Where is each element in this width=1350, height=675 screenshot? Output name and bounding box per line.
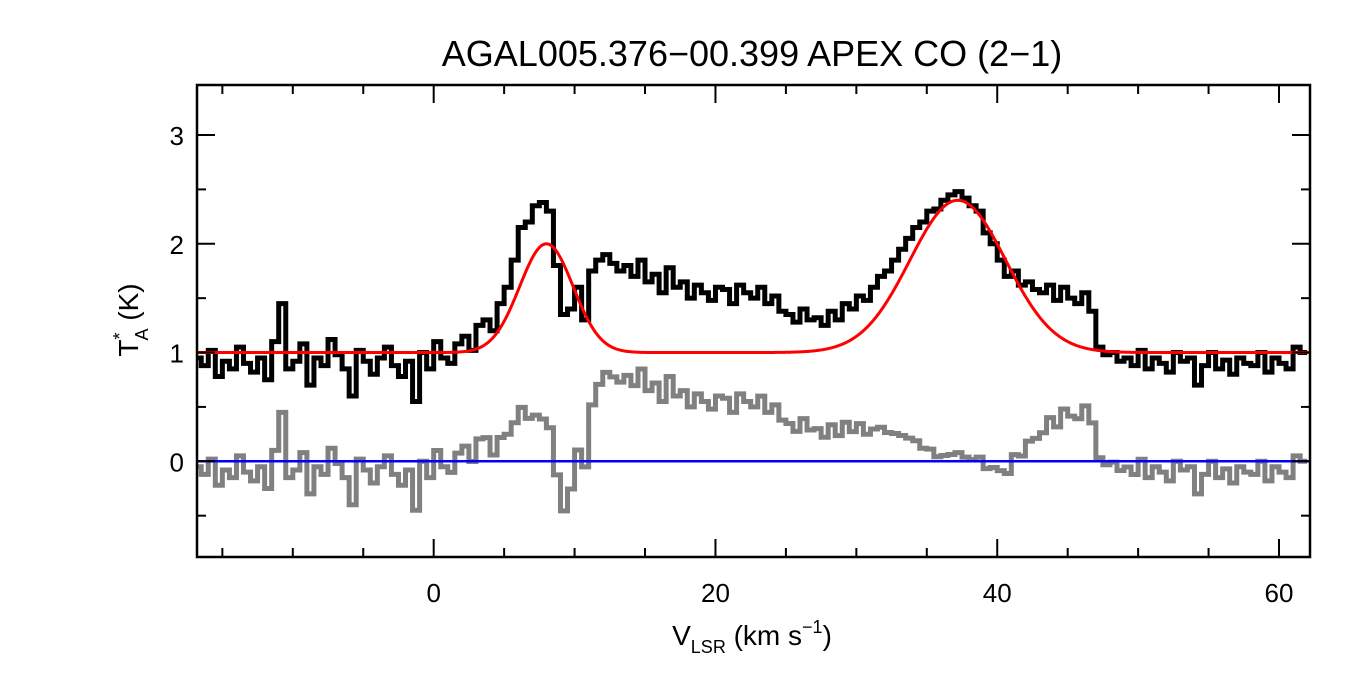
- y-tick-label: 1: [170, 339, 184, 369]
- y-label-unit: (K): [113, 283, 144, 328]
- x-label-main: V: [672, 620, 691, 651]
- y-tick-label: 0: [170, 447, 184, 477]
- y-label-sub: A: [132, 328, 152, 340]
- x-tick-label: 0: [426, 578, 440, 608]
- x-axis-label: VLSR (km s−1): [672, 617, 832, 657]
- x-label-sub: LSR: [691, 637, 726, 657]
- plot-area: [197, 189, 1310, 514]
- y-label-sup: *: [110, 333, 130, 340]
- y-tick-label: 2: [170, 230, 184, 260]
- plot-frame: [195, 83, 1312, 559]
- x-tick-label: 60: [1265, 578, 1294, 608]
- x-label-unit: (km s: [726, 620, 802, 651]
- chart-title: AGAL005.376−00.399 APEX CO (2−1): [442, 33, 1062, 74]
- axis-ticks: 0 20 40 60 0 1 2 3: [170, 85, 1310, 608]
- y-tick-label: 3: [170, 121, 184, 151]
- y-label-main: T: [113, 340, 144, 357]
- gaussian-fit-curve: [197, 198, 1309, 355]
- y-axis-label: T* A (K): [110, 283, 152, 356]
- x-label-unit-close: ): [823, 620, 832, 651]
- x-label-sup: −1: [802, 617, 823, 637]
- x-tick-label: 40: [983, 578, 1012, 608]
- x-tick-label: 20: [701, 578, 730, 608]
- spectrum-series: [197, 189, 1308, 404]
- residual-series: [197, 366, 1308, 514]
